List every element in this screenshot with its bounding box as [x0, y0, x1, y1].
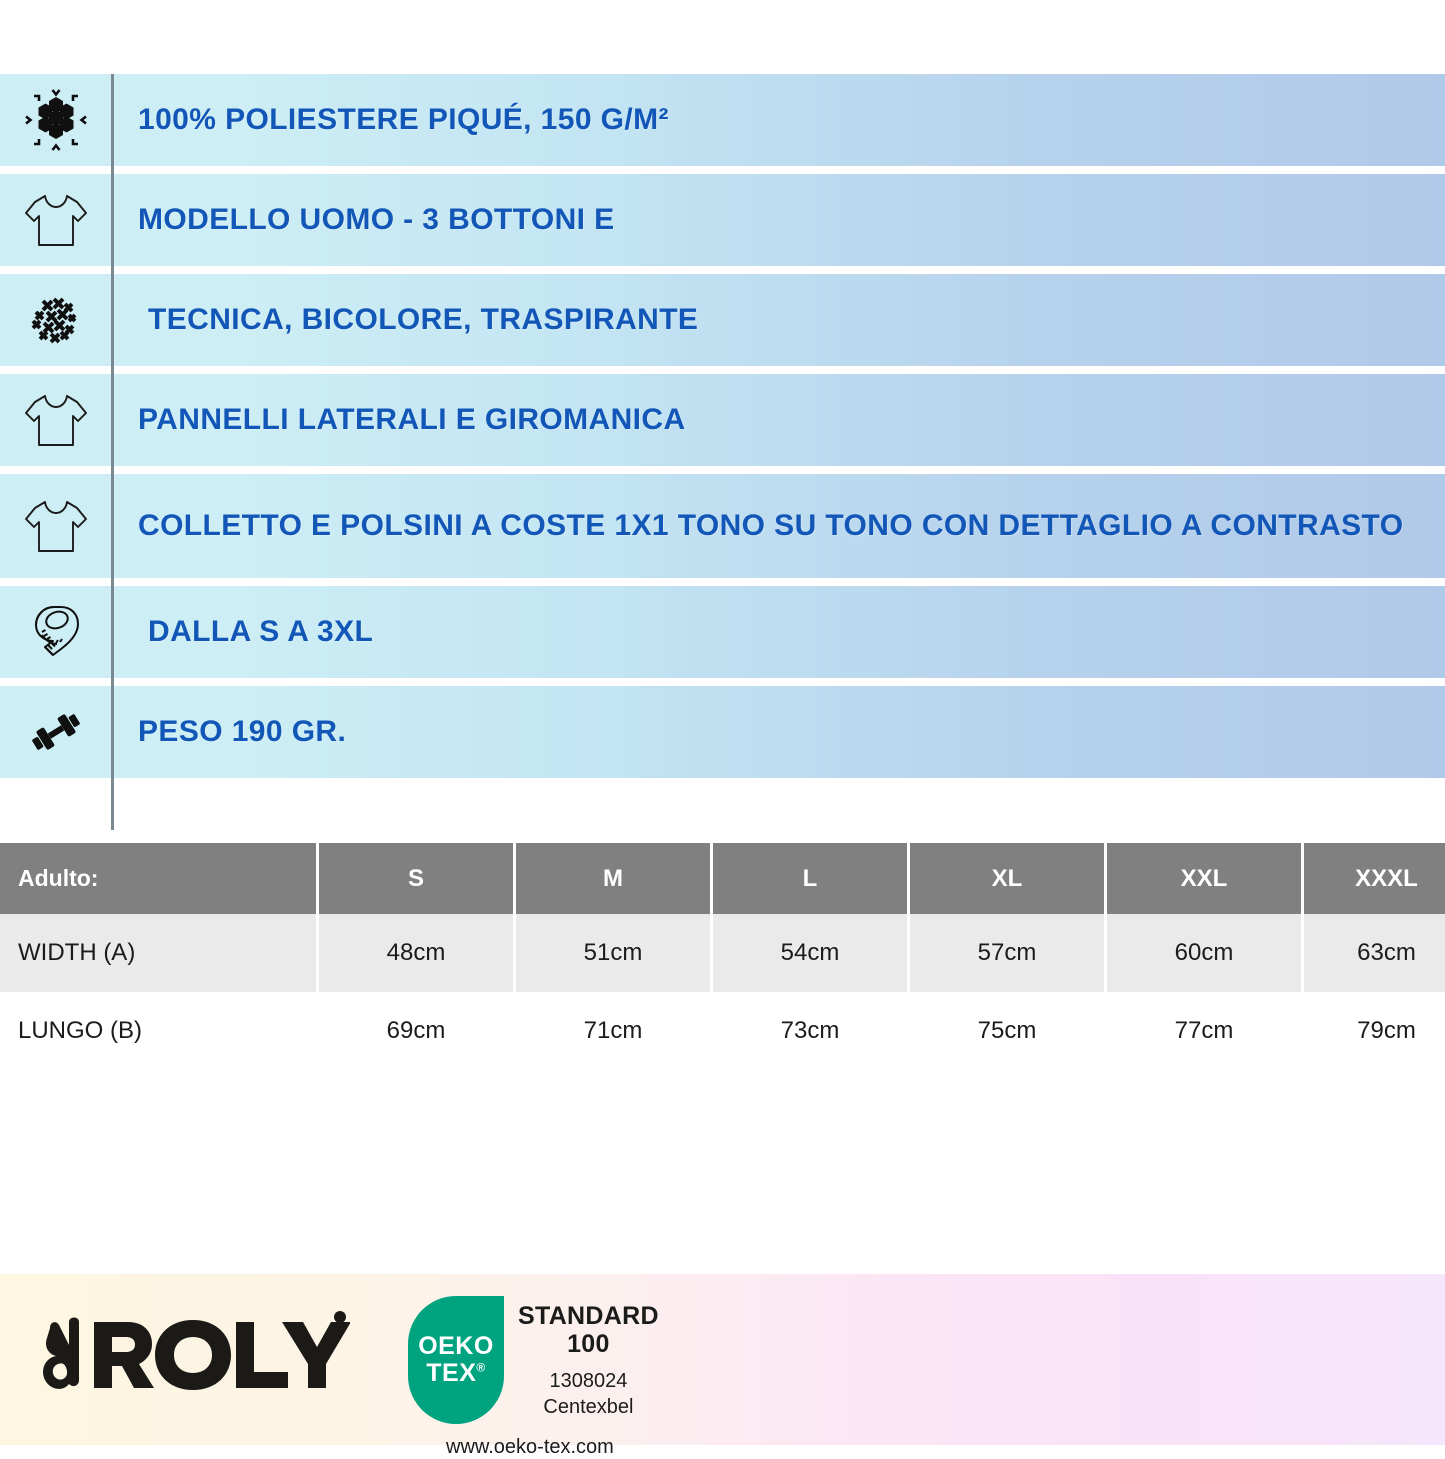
table-cell: 69cm: [319, 992, 513, 1070]
table-header-cell: L: [713, 843, 907, 914]
honeycomb-mesh-icon: [0, 74, 112, 166]
table-header-cell: M: [516, 843, 710, 914]
feature-label: PESO 190 GR.: [138, 715, 347, 749]
feature-row: TECNICA, BICOLORE, TRASPIRANTE: [0, 274, 1445, 366]
table-row: LUNGO (B) 69cm 71cm 73cm 75cm 77cm 79cm: [0, 992, 1445, 1070]
oeko-tex-certification: OEKO TEX® STANDARD 100 1308024 Centexbel…: [408, 1295, 659, 1458]
table-header-cell: S: [319, 843, 513, 914]
oeko-standard-word: STANDARD: [518, 1301, 659, 1330]
tshirt-icon: [0, 174, 112, 266]
footer: OEKO TEX® STANDARD 100 1308024 Centexbel…: [0, 1274, 1445, 1458]
table-header-cell: XXXL: [1304, 843, 1445, 914]
feature-label: COLLETTO E POLSINI A COSTE 1X1 TONO SU T…: [138, 509, 1404, 543]
table-cell: 79cm: [1304, 992, 1445, 1070]
oeko-details: STANDARD 100 1308024 Centexbel: [518, 1296, 659, 1420]
woven-fabric-icon: [0, 274, 112, 366]
feature-row: 100% POLIESTERE PIQUÉ, 150 G/M²: [0, 74, 1445, 166]
tshirt-icon: [0, 474, 112, 578]
feature-label: DALLA S A 3XL: [148, 615, 374, 649]
table-row-label: LUNGO (B): [0, 992, 316, 1070]
table-header-row: Adulto: S M L XL XXL XXXL: [0, 843, 1445, 914]
table-cell: 48cm: [319, 914, 513, 992]
size-table: Adulto: S M L XL XXL XXXL WIDTH (A) 48cm…: [0, 843, 1445, 1070]
table-cell: 77cm: [1107, 992, 1301, 1070]
size-chart: Adulto: S M L XL XXL XXXL WIDTH (A) 48cm…: [0, 843, 1445, 1070]
table-cell: 60cm: [1107, 914, 1301, 992]
table-cell: 57cm: [910, 914, 1104, 992]
oeko-institute: Centexbel: [543, 1395, 634, 1418]
feature-row: DALLA S A 3XL: [0, 586, 1445, 678]
feature-label: PANNELLI LATERALI E GIROMANICA: [138, 403, 686, 437]
table-cell: 75cm: [910, 992, 1104, 1070]
oeko-certificate: 1308024 Centexbel: [518, 1368, 659, 1420]
table-cell: 63cm: [1304, 914, 1445, 992]
table-cell: 51cm: [516, 914, 710, 992]
table-row: WIDTH (A) 48cm 51cm 54cm 57cm 60cm 63cm: [0, 914, 1445, 992]
table-cell: 71cm: [516, 992, 710, 1070]
roly-brand-logo: [30, 1274, 350, 1445]
table-cell: 54cm: [713, 914, 907, 992]
roly-rabbit-logo-icon: [43, 1310, 350, 1390]
dumbbell-icon: [0, 686, 112, 778]
oeko-standard-number: 100: [567, 1329, 610, 1358]
table-header-cell: XXL: [1107, 843, 1301, 914]
feature-row: PESO 190 GR.: [0, 686, 1445, 778]
table-row-label: WIDTH (A): [0, 914, 316, 992]
feature-row: MODELLO UOMO - 3 BOTTONI E: [0, 174, 1445, 266]
tshirt-icon: [0, 374, 112, 466]
feature-label: 100% POLIESTERE PIQUÉ, 150 G/M²: [138, 103, 669, 137]
oeko-label: OEKO: [418, 1331, 494, 1360]
tex-label: TEX®: [426, 1358, 486, 1387]
vertical-divider: [111, 74, 114, 830]
oeko-tex-badge: OEKO TEX®: [408, 1295, 504, 1424]
measuring-tape-icon: [0, 586, 112, 678]
feature-label: MODELLO UOMO - 3 BOTTONI E: [138, 203, 615, 237]
feature-list: 100% POLIESTERE PIQUÉ, 150 G/M² MODELLO …: [0, 74, 1445, 830]
feature-row: PANNELLI LATERALI E GIROMANICA: [0, 374, 1445, 466]
oeko-certificate-number: 1308024: [549, 1369, 628, 1392]
feature-row: COLLETTO E POLSINI A COSTE 1X1 TONO SU T…: [0, 474, 1445, 578]
table-cell: 73cm: [713, 992, 907, 1070]
oeko-standard: STANDARD 100: [518, 1302, 659, 1358]
table-header-cell: Adulto:: [0, 843, 316, 914]
table-header-cell: XL: [910, 843, 1104, 914]
oeko-url: www.oeko-tex.com: [446, 1435, 614, 1458]
feature-label: TECNICA, BICOLORE, TRASPIRANTE: [148, 303, 699, 337]
